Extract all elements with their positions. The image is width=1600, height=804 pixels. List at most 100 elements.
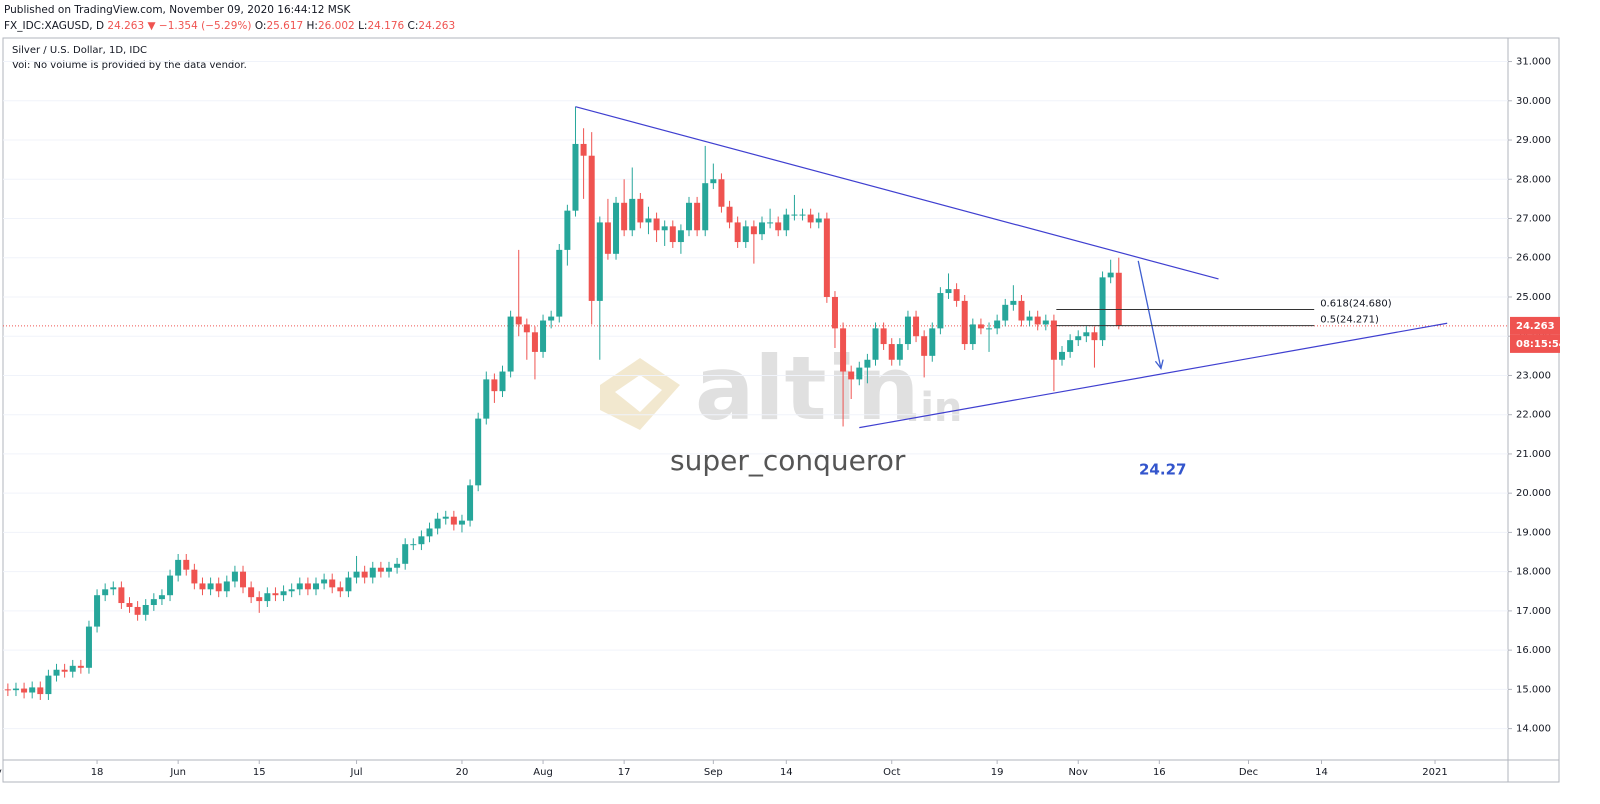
candle-body [85, 626, 92, 668]
arrow-head [1154, 359, 1164, 370]
candle-body [426, 528, 433, 537]
l-value: 24.176 [367, 20, 404, 32]
candle-body [1083, 332, 1090, 337]
fib-label: 0.618(24.680) [1320, 299, 1392, 310]
candle-body [604, 222, 611, 254]
h-label: H: [307, 20, 318, 32]
x-tick-label: Sep [704, 767, 723, 778]
candle-body [434, 518, 441, 529]
candle-body [37, 687, 44, 695]
y-tick-label: 22.000 [1516, 410, 1551, 421]
candle-body [53, 669, 60, 676]
watermark-brand: altin [695, 337, 919, 440]
x-tick-label: Dec [1239, 767, 1258, 778]
candle-body [815, 218, 822, 223]
candle-body [353, 571, 360, 578]
candle-body [588, 155, 595, 301]
x-tick-label: 16 [1153, 767, 1166, 778]
candle-body [313, 583, 320, 590]
candle-body [442, 516, 449, 519]
candle-body [264, 593, 271, 602]
y-tick-label: 23.000 [1516, 370, 1551, 381]
o-value: 25.617 [266, 20, 303, 32]
x-tick-label: 15 [253, 767, 266, 778]
x-tick-label: ay [0, 767, 2, 778]
c-value: 24.263 [418, 20, 455, 32]
candle-body [767, 222, 774, 224]
candle-body [1059, 351, 1066, 360]
trendline [575, 106, 1219, 280]
x-tick-label: Aug [533, 767, 553, 778]
l-label: L: [358, 20, 367, 32]
candle-body [418, 536, 425, 545]
candle-body [921, 336, 928, 356]
candle-body [191, 569, 198, 584]
x-tick-label: Nov [1068, 767, 1088, 778]
candle-body [183, 559, 190, 570]
candle-body [621, 202, 628, 231]
candle-body [613, 202, 620, 254]
candle-body [12, 688, 19, 691]
candle-body [564, 210, 571, 250]
candle-body [134, 606, 141, 615]
candle-body [896, 344, 903, 360]
candle-body [913, 316, 920, 337]
candle-body [840, 328, 847, 372]
candle-body [491, 379, 498, 392]
candle-body [118, 587, 125, 604]
candle-body [1091, 332, 1098, 341]
y-tick-label: 31.000 [1516, 57, 1551, 68]
candle-body [77, 665, 84, 668]
candle-body [240, 571, 247, 588]
candle-body [321, 579, 328, 584]
candle-body [45, 675, 52, 695]
candle-body [961, 300, 968, 345]
candle-body [110, 587, 117, 590]
candle-body [385, 567, 392, 572]
candle-body [402, 544, 409, 564]
candle-body [304, 583, 311, 590]
candle-body [1002, 304, 1009, 321]
candle-body [734, 222, 741, 243]
x-tick-label: 19 [991, 767, 1004, 778]
legend-title: Silver / U.S. Dollar, 1D, IDC [12, 45, 147, 56]
x-tick-label: 17 [618, 767, 631, 778]
candle-body [548, 316, 555, 321]
candle-body [21, 688, 28, 693]
candle-body [994, 320, 1001, 329]
last-price-label: 24.263 [1516, 321, 1555, 332]
candle-body [231, 571, 238, 582]
candle-body [199, 583, 206, 590]
candle-body [669, 226, 676, 243]
candle-body [102, 589, 109, 596]
x-tick-label: 2021 [1422, 767, 1447, 778]
candle-body [458, 520, 465, 525]
c-label: C: [408, 20, 419, 32]
candle-body [1018, 300, 1025, 321]
plot-area [3, 61, 1508, 730]
candle-body [337, 587, 344, 592]
candle-body [945, 289, 952, 294]
trendline [859, 322, 1448, 429]
candle-body [450, 516, 457, 525]
candle-body [69, 665, 76, 672]
x-tick-label: Jul [350, 767, 363, 778]
watermark-suffix: .in [905, 385, 962, 431]
published: Published on TradingView.com, November 0… [4, 4, 351, 16]
candle-body [904, 316, 911, 345]
candle-body [410, 544, 417, 546]
candle-body [175, 559, 182, 576]
candle-body [531, 332, 538, 352]
candle-body [1026, 316, 1033, 321]
candle-body [686, 202, 693, 231]
y-tick-label: 15.000 [1516, 684, 1551, 695]
candle-body [677, 230, 684, 243]
candle-body [296, 583, 303, 590]
candle-body [361, 571, 368, 578]
candle-body [1067, 340, 1074, 352]
countdown: 08:15:54 [1516, 339, 1566, 350]
symbol-line: FX_IDC:XAGUSD, D 24.263 ▼ −1.354 (−5.29%… [4, 20, 455, 32]
candle-body [540, 320, 547, 352]
o-label: O: [255, 20, 267, 32]
